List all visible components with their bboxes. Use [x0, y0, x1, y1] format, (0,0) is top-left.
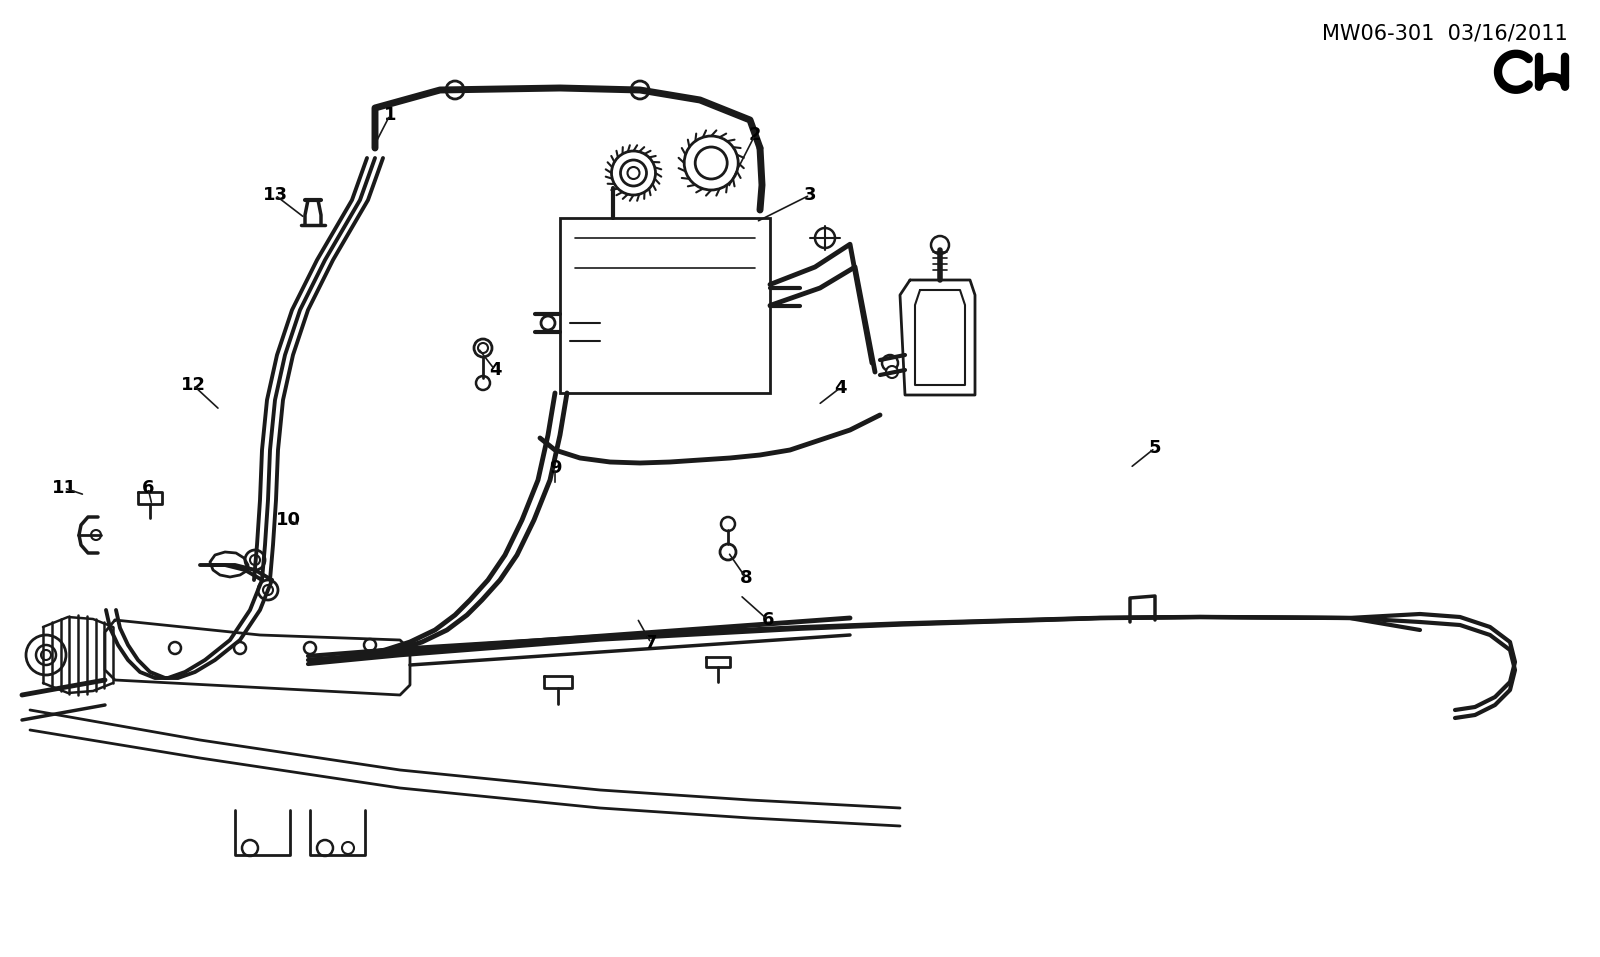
Text: 7: 7 — [645, 634, 658, 652]
Circle shape — [35, 645, 56, 665]
Text: MW06-301  03/16/2011: MW06-301 03/16/2011 — [1322, 24, 1568, 44]
Text: 11: 11 — [51, 479, 77, 497]
Text: 4: 4 — [488, 361, 501, 379]
Circle shape — [91, 530, 101, 540]
Circle shape — [541, 316, 555, 330]
Circle shape — [262, 585, 274, 595]
Text: 9: 9 — [549, 459, 562, 477]
Text: 2: 2 — [749, 126, 762, 144]
Circle shape — [627, 167, 640, 179]
Circle shape — [258, 580, 278, 600]
Circle shape — [696, 147, 726, 179]
Circle shape — [886, 366, 898, 378]
Circle shape — [630, 81, 650, 99]
Text: 6: 6 — [142, 479, 154, 497]
Circle shape — [478, 343, 488, 353]
Circle shape — [446, 81, 464, 99]
Circle shape — [242, 840, 258, 856]
Circle shape — [42, 650, 51, 660]
Text: 4: 4 — [834, 379, 846, 397]
Circle shape — [304, 642, 317, 654]
Text: 12: 12 — [181, 376, 205, 394]
Text: 3: 3 — [803, 186, 816, 204]
Circle shape — [245, 550, 266, 570]
Text: 13: 13 — [262, 186, 288, 204]
Circle shape — [621, 160, 646, 186]
Circle shape — [882, 355, 898, 371]
Text: 8: 8 — [739, 569, 752, 587]
FancyBboxPatch shape — [560, 218, 770, 393]
Circle shape — [317, 840, 333, 856]
Text: 5: 5 — [1149, 439, 1162, 457]
Circle shape — [685, 136, 738, 190]
Text: 1: 1 — [384, 106, 397, 124]
Circle shape — [170, 642, 181, 654]
Circle shape — [474, 339, 493, 357]
Circle shape — [26, 635, 66, 675]
Circle shape — [250, 555, 259, 565]
Text: 10: 10 — [275, 511, 301, 529]
Circle shape — [477, 376, 490, 390]
Circle shape — [814, 228, 835, 248]
Circle shape — [720, 544, 736, 560]
Circle shape — [342, 842, 354, 854]
Circle shape — [365, 639, 376, 651]
Circle shape — [611, 151, 656, 195]
Circle shape — [722, 517, 734, 531]
Circle shape — [931, 236, 949, 254]
Text: 6: 6 — [762, 611, 774, 629]
Circle shape — [234, 642, 246, 654]
